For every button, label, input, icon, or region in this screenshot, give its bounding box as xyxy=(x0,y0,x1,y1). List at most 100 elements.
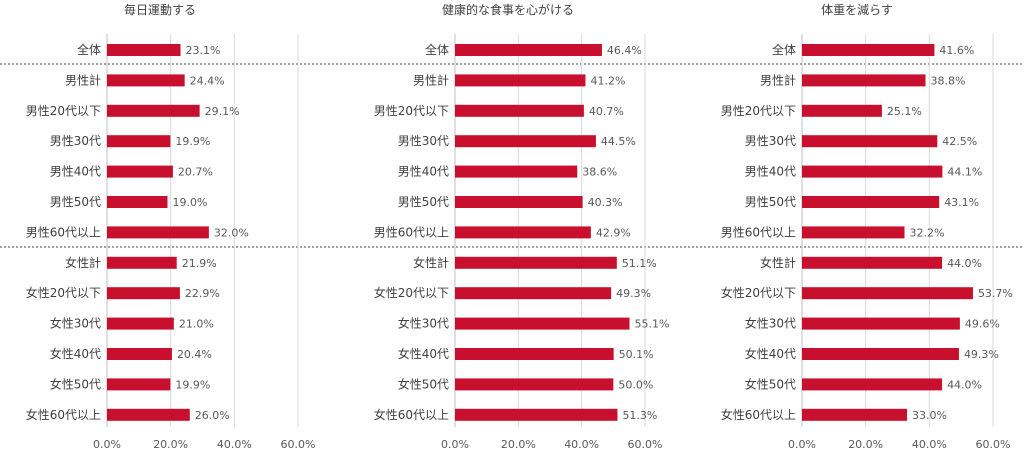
value-label: 53.7% xyxy=(978,287,1013,300)
bar xyxy=(107,44,181,56)
value-label: 49.3% xyxy=(616,287,651,300)
x-tick-label: 20.0% xyxy=(848,438,883,451)
category-label: 男性20代以下 xyxy=(26,104,101,118)
category-label: 女性50代 xyxy=(745,376,796,391)
bar xyxy=(802,317,960,330)
category-label: 男性40代 xyxy=(398,165,449,179)
value-label: 44.0% xyxy=(947,257,982,270)
category-label: 男性40代 xyxy=(50,165,101,179)
category-label: 女性60代以上 xyxy=(721,407,796,422)
x-tick-label: 60.0% xyxy=(281,438,316,451)
value-label: 32.0% xyxy=(214,226,249,239)
bar xyxy=(455,74,586,87)
value-label: 41.6% xyxy=(939,44,974,57)
bar xyxy=(455,44,602,56)
category-label: 全体 xyxy=(77,42,101,57)
bar xyxy=(107,74,185,87)
category-label: 女性40代 xyxy=(50,346,101,361)
category-label: 女性計 xyxy=(760,255,796,270)
category-label: 男性計 xyxy=(760,72,796,87)
bar xyxy=(107,104,200,117)
x-tick-label: 40.0% xyxy=(564,438,599,451)
value-label: 26.0% xyxy=(195,409,230,422)
category-label: 女性60代以上 xyxy=(26,407,101,422)
value-label: 20.4% xyxy=(177,348,212,361)
value-label: 25.1% xyxy=(887,105,922,118)
category-label: 女性40代 xyxy=(398,346,449,361)
category-label: 男性50代 xyxy=(745,195,796,209)
category-label: 男性30代 xyxy=(745,134,796,148)
bar xyxy=(802,408,908,421)
x-tick-label: 0.0% xyxy=(441,438,469,451)
category-label: 男性30代 xyxy=(398,134,449,148)
bar xyxy=(802,44,935,56)
category-label: 女性計 xyxy=(65,255,101,270)
value-label: 22.9% xyxy=(185,287,220,300)
value-label: 55.1% xyxy=(634,318,669,331)
value-label: 33.0% xyxy=(912,409,947,422)
category-label: 男性計 xyxy=(65,72,101,87)
category-label: 男性20代以下 xyxy=(374,104,449,118)
x-tick-label: 0.0% xyxy=(788,438,816,451)
value-label: 40.7% xyxy=(589,105,624,118)
panel-1: 毎日運動する 0.0% 20.0% 40.0% 60.0% 全体 23.1% 男性計 24.4%… xyxy=(26,2,316,451)
value-label: 19.0% xyxy=(172,196,207,209)
category-label: 女性計 xyxy=(413,255,449,270)
category-label: 女性50代 xyxy=(50,376,101,391)
value-label: 23.1% xyxy=(186,44,221,57)
value-label: 19.9% xyxy=(175,135,210,148)
category-label: 女性40代 xyxy=(745,346,796,361)
x-tick-label: 20.0% xyxy=(153,438,188,451)
bar xyxy=(107,287,180,300)
value-label: 50.1% xyxy=(619,348,654,361)
value-label: 44.0% xyxy=(947,378,982,391)
x-tick-label: 60.0% xyxy=(628,438,663,451)
category-label: 男性60代以上 xyxy=(26,225,101,239)
bar xyxy=(802,226,905,239)
bar xyxy=(802,348,959,360)
bar xyxy=(802,196,940,208)
bar xyxy=(802,74,926,87)
bar xyxy=(802,287,973,300)
category-label: 女性20代以下 xyxy=(374,285,449,300)
value-label: 38.6% xyxy=(582,166,617,179)
value-label: 42.9% xyxy=(596,226,631,239)
x-tick-label: 40.0% xyxy=(217,438,252,451)
panel-3: 体重を減らす 0.0% 20.0% 40.0% 60.0% 全体 41.6% 男性計 38.8%… xyxy=(721,2,1013,451)
category-label: 全体 xyxy=(425,42,449,57)
category-label: 男性50代 xyxy=(50,195,101,209)
value-label: 24.4% xyxy=(190,74,225,87)
category-label: 女性30代 xyxy=(745,316,796,331)
panel-title: 体重を減らす xyxy=(821,2,893,17)
bar xyxy=(455,226,591,239)
bar xyxy=(107,378,171,391)
category-label: 女性20代以下 xyxy=(26,285,101,300)
bar xyxy=(455,287,612,300)
category-label: 男性40代 xyxy=(745,165,796,179)
value-label: 44.5% xyxy=(601,135,636,148)
bar xyxy=(107,135,171,148)
value-label: 46.4% xyxy=(607,44,642,57)
x-tick-label: 0.0% xyxy=(93,438,121,451)
value-label: 51.3% xyxy=(622,409,657,422)
bar xyxy=(455,104,584,117)
category-label: 女性20代以下 xyxy=(721,285,796,300)
x-tick-label: 60.0% xyxy=(976,438,1011,451)
value-label: 21.0% xyxy=(179,318,214,331)
category-label: 女性60代以上 xyxy=(374,407,449,422)
bar xyxy=(107,317,174,330)
x-tick-label: 20.0% xyxy=(501,438,536,451)
category-label: 男性60代以上 xyxy=(374,225,449,239)
bar xyxy=(107,165,173,178)
value-label: 49.3% xyxy=(964,348,999,361)
bar xyxy=(455,408,618,421)
value-label: 19.9% xyxy=(175,378,210,391)
value-label: 29.1% xyxy=(205,105,240,118)
value-label: 21.9% xyxy=(182,257,217,270)
value-label: 20.7% xyxy=(178,166,213,179)
category-label: 男性50代 xyxy=(398,195,449,209)
value-label: 41.2% xyxy=(590,74,625,87)
category-label: 男性30代 xyxy=(50,134,101,148)
value-label: 40.3% xyxy=(588,196,623,209)
bar xyxy=(455,317,630,330)
